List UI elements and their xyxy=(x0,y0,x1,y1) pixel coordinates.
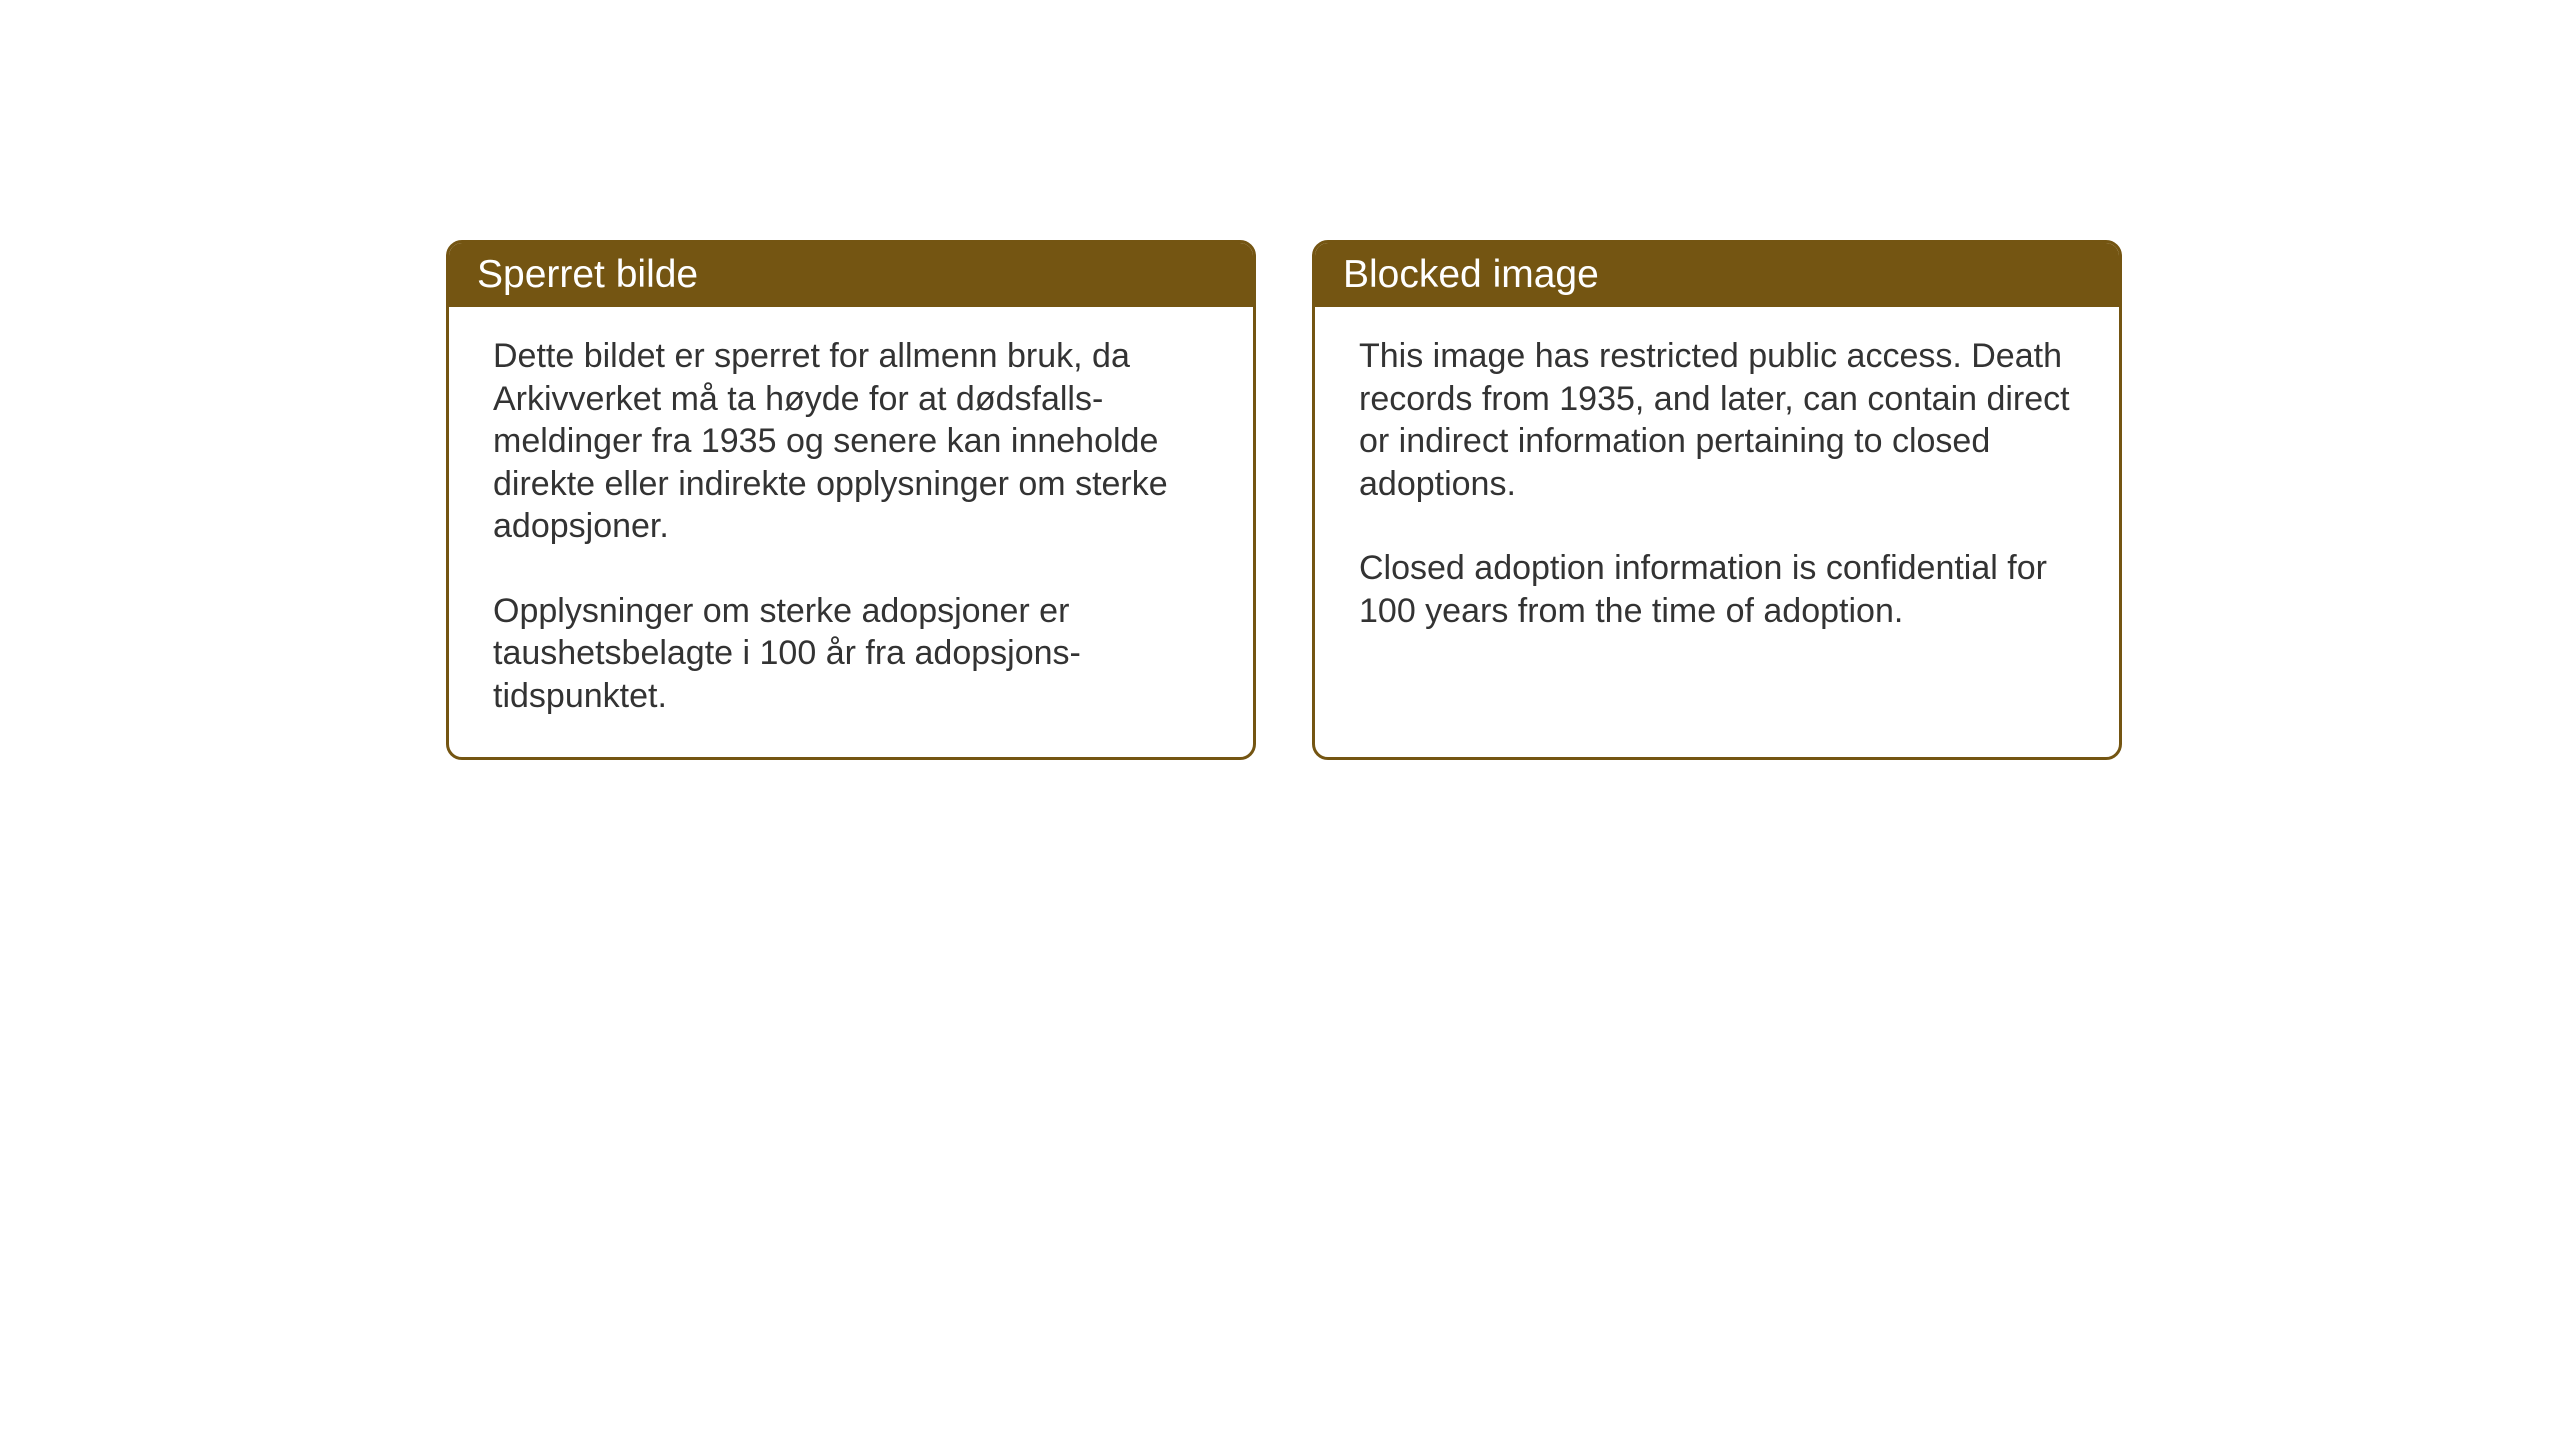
norwegian-notice-title: Sperret bilde xyxy=(449,243,1253,307)
notice-container: Sperret bilde Dette bildet er sperret fo… xyxy=(446,240,2122,760)
english-paragraph-2: Closed adoption information is confident… xyxy=(1359,547,2075,632)
english-paragraph-1: This image has restricted public access.… xyxy=(1359,335,2075,505)
norwegian-notice-body: Dette bildet er sperret for allmenn bruk… xyxy=(449,307,1253,757)
norwegian-paragraph-2: Opplysninger om sterke adopsjoner er tau… xyxy=(493,590,1209,718)
norwegian-paragraph-1: Dette bildet er sperret for allmenn bruk… xyxy=(493,335,1209,548)
norwegian-notice-card: Sperret bilde Dette bildet er sperret fo… xyxy=(446,240,1256,760)
english-notice-title: Blocked image xyxy=(1315,243,2119,307)
english-notice-body: This image has restricted public access.… xyxy=(1315,307,2119,747)
english-notice-card: Blocked image This image has restricted … xyxy=(1312,240,2122,760)
